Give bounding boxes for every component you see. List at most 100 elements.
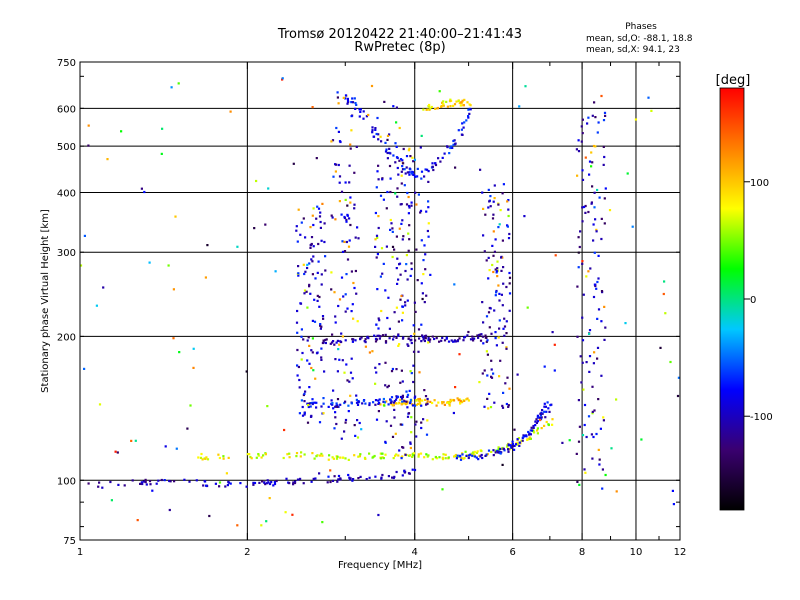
- data-point: [400, 203, 403, 206]
- data-point: [336, 96, 339, 99]
- data-point: [430, 105, 433, 109]
- data-point: [303, 272, 306, 276]
- data-point: [109, 480, 112, 484]
- data-point: [487, 256, 490, 259]
- data-point: [427, 170, 430, 173]
- data-point: [423, 244, 426, 247]
- data-point: [580, 125, 583, 128]
- data-point: [490, 376, 494, 379]
- data-point: [331, 479, 335, 482]
- data-point: [482, 207, 485, 210]
- data-point: [492, 230, 495, 233]
- data-point: [422, 259, 425, 262]
- data-point: [399, 398, 402, 401]
- data-point: [375, 132, 378, 136]
- data-point: [321, 454, 324, 457]
- data-point: [362, 399, 365, 402]
- data-point: [600, 374, 603, 377]
- data-point: [143, 190, 146, 194]
- data-point: [493, 184, 496, 187]
- data-point: [308, 262, 311, 265]
- data-point: [421, 334, 424, 337]
- data-point: [344, 400, 347, 403]
- data-point: [418, 397, 421, 401]
- data-point: [591, 161, 594, 164]
- data-point: [495, 289, 498, 293]
- data-point: [481, 456, 484, 460]
- data-point: [596, 188, 599, 192]
- data-point: [410, 431, 413, 434]
- data-point: [409, 398, 412, 401]
- grid-lines: [80, 62, 680, 540]
- data-point: [596, 280, 599, 284]
- data-point: [315, 401, 318, 404]
- data-point: [379, 275, 382, 278]
- data-point: [545, 410, 548, 413]
- data-point: [437, 401, 440, 404]
- data-point: [669, 360, 672, 364]
- data-point: [344, 97, 347, 100]
- data-point: [309, 292, 312, 295]
- y-tick-label: 750: [57, 58, 76, 69]
- data-point: [288, 456, 291, 459]
- data-point: [597, 308, 601, 311]
- data-point: [494, 451, 497, 454]
- data-point: [429, 273, 432, 276]
- data-point: [457, 399, 460, 402]
- phases-o-mean: -88.1: [643, 34, 667, 44]
- data-point: [592, 295, 596, 299]
- plot-frame: [79, 61, 681, 541]
- data-point: [420, 340, 423, 343]
- data-point: [499, 209, 502, 212]
- data-point: [349, 371, 353, 374]
- data-point: [491, 263, 494, 267]
- data-point: [265, 520, 268, 523]
- data-point: [377, 178, 380, 181]
- data-point: [340, 332, 343, 335]
- data-point: [417, 455, 420, 458]
- data-point: [498, 292, 501, 295]
- data-point: [404, 301, 407, 304]
- data-point: [400, 294, 403, 298]
- data-point: [353, 286, 356, 290]
- data-point: [480, 449, 483, 453]
- data-point: [593, 409, 596, 412]
- data-point: [257, 453, 260, 456]
- data-point: [544, 405, 547, 408]
- data-point: [377, 513, 380, 517]
- data-point: [554, 254, 557, 257]
- data-point: [338, 343, 341, 346]
- data-point: [483, 369, 486, 372]
- data-point: [374, 340, 378, 343]
- data-point: [427, 222, 430, 225]
- data-point: [339, 340, 342, 343]
- data-point: [597, 448, 600, 451]
- data-point: [336, 370, 339, 373]
- data-point: [503, 449, 506, 452]
- data-point: [343, 371, 346, 374]
- data-point: [348, 380, 351, 383]
- data-point: [341, 250, 345, 253]
- y-tick-label: 400: [57, 188, 76, 199]
- data-point: [178, 351, 181, 354]
- data-point: [442, 401, 445, 404]
- data-point: [222, 455, 225, 458]
- data-point: [377, 317, 380, 320]
- data-point: [389, 218, 392, 222]
- data-point: [640, 438, 643, 441]
- data-point: [350, 115, 353, 118]
- data-point: [340, 276, 344, 279]
- data-point: [327, 458, 330, 461]
- data-point: [416, 175, 419, 178]
- data-point: [418, 400, 421, 403]
- data-point: [303, 392, 306, 395]
- data-point: [421, 297, 424, 301]
- data-point: [575, 148, 578, 151]
- data-point: [174, 215, 177, 218]
- data-point: [342, 295, 345, 298]
- data-point: [226, 484, 229, 487]
- data-point: [393, 311, 396, 314]
- data-point: [296, 478, 300, 481]
- phases-o-stats: mean, sd,O: -88.1, 18.8: [586, 34, 693, 44]
- data-point: [335, 341, 338, 344]
